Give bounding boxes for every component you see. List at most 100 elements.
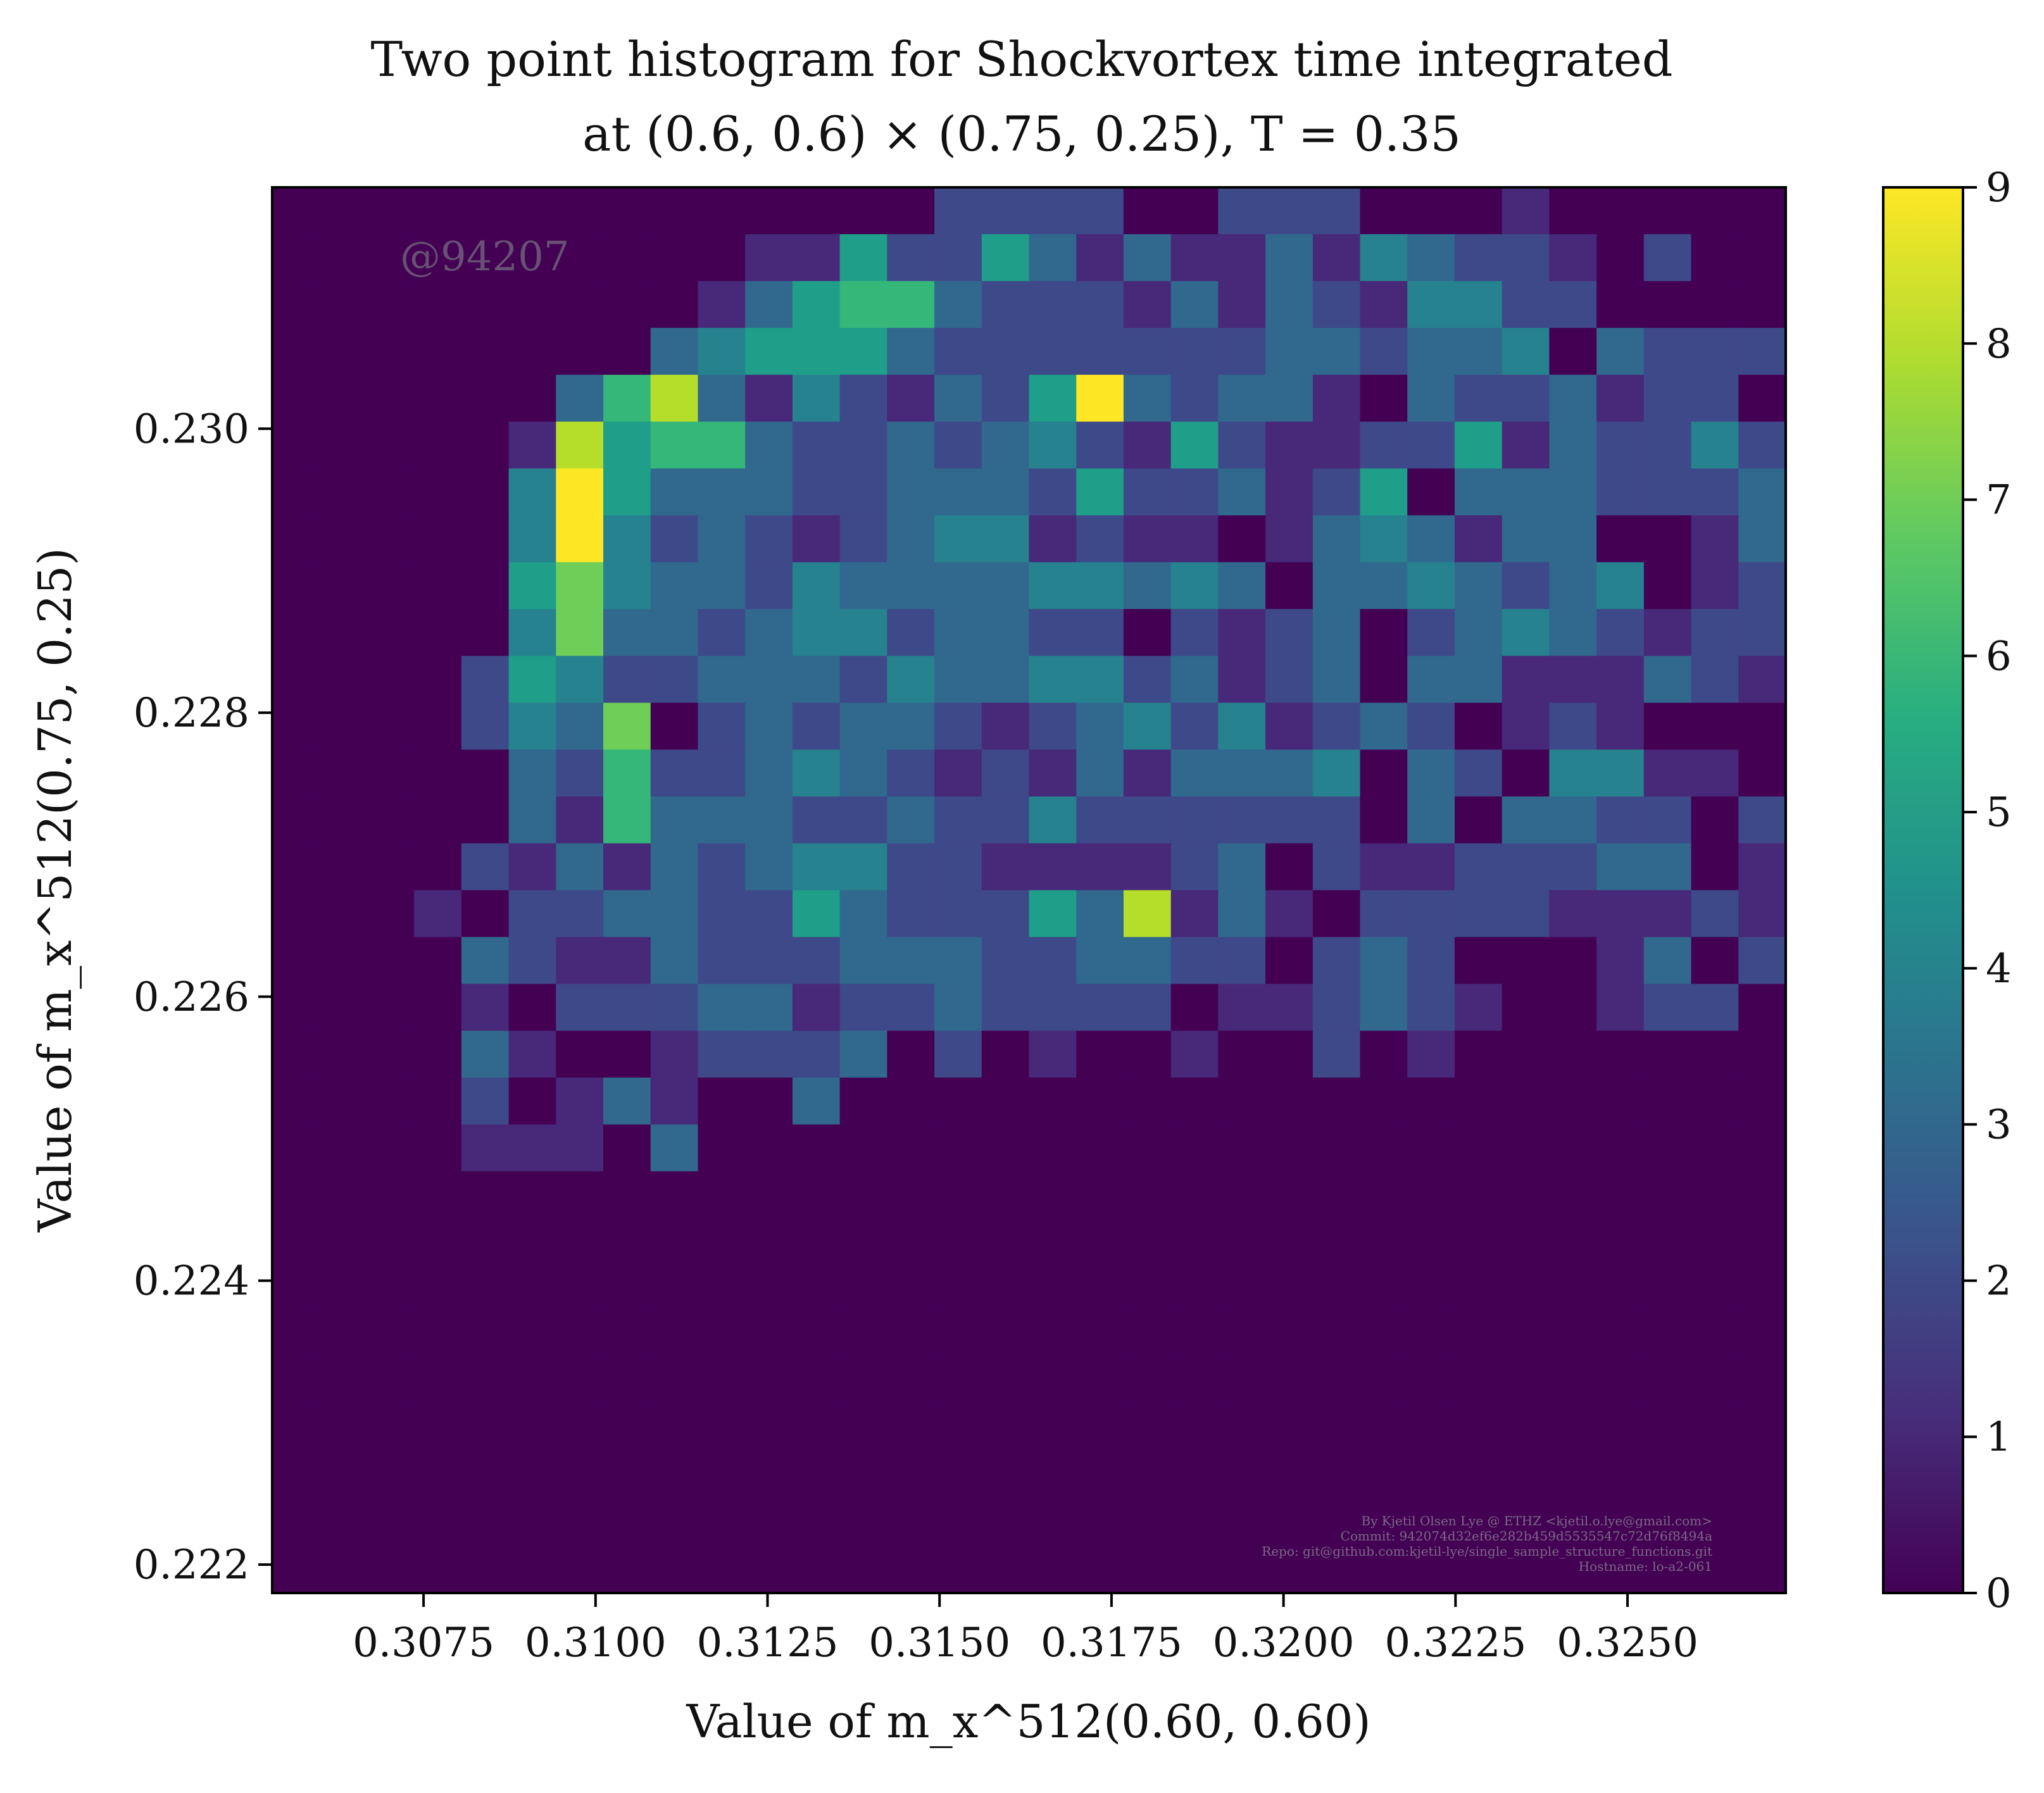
heatmap-cell: [1265, 984, 1314, 1032]
heatmap-cell: [650, 1546, 699, 1594]
heatmap-cell: [1454, 1218, 1503, 1266]
heatmap-cell: [603, 281, 651, 328]
heatmap-cell: [698, 1171, 746, 1219]
heatmap-cell: [1596, 562, 1645, 609]
heatmap-cell: [1549, 843, 1597, 891]
heatmap-cell: [1643, 1171, 1692, 1219]
heatmap-cell: [508, 1452, 556, 1500]
heatmap-cell: [1123, 656, 1172, 703]
heatmap-cell: [1123, 796, 1172, 844]
heatmap-cell: [1454, 515, 1503, 563]
heatmap-cell: [650, 1077, 699, 1125]
heatmap-cell: [698, 656, 746, 703]
heatmap-cell: [650, 1311, 699, 1359]
heatmap-cell: [981, 468, 1030, 516]
heatmap-cell: [508, 281, 556, 328]
heatmap-cell: [319, 609, 368, 656]
heatmap-cell: [1123, 1499, 1172, 1547]
heatmap-cell: [1312, 656, 1361, 703]
heatmap-cell: [1076, 656, 1124, 703]
heatmap-cell: [1076, 749, 1124, 797]
heatmap-cell: [1218, 1452, 1266, 1500]
heatmap-cell: [1502, 1171, 1550, 1219]
heatmap-cell: [839, 937, 887, 985]
heatmap-cell: [1170, 1171, 1219, 1219]
heatmap-cell: [414, 890, 462, 938]
heatmap-cell: [508, 609, 556, 656]
heatmap-cell: [1454, 609, 1503, 656]
heatmap-cell: [272, 1030, 320, 1078]
heatmap-cell: [839, 1311, 887, 1359]
heatmap-cell: [1312, 422, 1361, 469]
heatmap-cell: [508, 1546, 556, 1594]
heatmap-cell: [1502, 656, 1550, 703]
heatmap-cell: [887, 1546, 935, 1594]
heatmap-cell: [1407, 1124, 1455, 1172]
heatmap-cell: [1076, 1124, 1124, 1172]
heatmap-cell: [1502, 1077, 1550, 1125]
heatmap-cell: [1312, 984, 1361, 1032]
heatmap-cell: [461, 1171, 510, 1219]
heatmap-cell: [1407, 234, 1455, 282]
heatmap-cell: [1502, 796, 1550, 844]
heatmap-cell: [508, 749, 556, 797]
heatmap-cell: [887, 234, 935, 282]
heatmap-cell: [1170, 843, 1219, 891]
heatmap-cell: [603, 1311, 651, 1359]
heatmap-cell: [650, 1124, 699, 1172]
heatmap-cell: [508, 1124, 556, 1172]
heatmap-cell: [1643, 468, 1692, 516]
heatmap-cell: [1643, 328, 1692, 375]
heatmap-cell: [1454, 1358, 1503, 1406]
heatmap-cell: [650, 1265, 699, 1313]
heatmap-cell: [1643, 562, 1692, 609]
heatmap-cell: [934, 703, 982, 750]
heatmap-cell: [1360, 1311, 1408, 1359]
heatmap-cell: [508, 656, 556, 703]
heatmap-cell: [1170, 1358, 1219, 1406]
heatmap-cell: [1218, 1030, 1266, 1078]
heatmap-cell: [508, 1171, 556, 1219]
heatmap-cell: [745, 1499, 793, 1547]
heatmap-cell: [934, 1265, 982, 1313]
heatmap-cell: [272, 890, 320, 938]
heatmap-cell: [1265, 562, 1314, 609]
heatmap-cell: [1454, 562, 1503, 609]
heatmap-cell: [745, 375, 793, 422]
heatmap-cell: [839, 562, 887, 609]
heatmap-cell: [934, 515, 982, 563]
heatmap-cell: [792, 1030, 841, 1078]
heatmap-cell: [367, 1030, 415, 1078]
heatmap-cell: [839, 609, 887, 656]
heatmap-cell: [556, 1218, 604, 1266]
heatmap-cell: [792, 843, 841, 891]
heatmap-cell: [698, 234, 746, 282]
heatmap-cell: [650, 1358, 699, 1406]
heatmap-cell: [1502, 328, 1550, 375]
heatmap-cell: [1265, 515, 1314, 563]
heatmap-cell: [603, 1405, 651, 1453]
heatmap-cell: [1076, 1405, 1124, 1453]
heatmap-cell: [1407, 656, 1455, 703]
heatmap-cell: [1691, 1124, 1739, 1172]
heatmap-cell: [272, 1077, 320, 1125]
heatmap-cell: [1549, 1265, 1597, 1313]
heatmap-cell: [1643, 843, 1692, 891]
heatmap-cell: [934, 422, 982, 469]
heatmap-cell: [1218, 1499, 1266, 1547]
heatmap-cell: [367, 1358, 415, 1406]
heatmap-cell: [603, 1499, 651, 1547]
heatmap-cell: [272, 375, 320, 422]
heatmap-cell: [461, 234, 510, 282]
heatmap-cell: [1076, 515, 1124, 563]
heatmap-cell: [1265, 1358, 1314, 1406]
heatmap-cell: [556, 422, 604, 469]
heatmap-cell: [650, 656, 699, 703]
heatmap-cell: [1312, 468, 1361, 516]
heatmap-cell: [319, 375, 368, 422]
heatmap-cell: [1502, 1405, 1550, 1453]
heatmap-cell: [1123, 984, 1172, 1032]
heatmap-cell: [319, 281, 368, 328]
heatmap-cell: [887, 796, 935, 844]
heatmap-cell: [1596, 1124, 1645, 1172]
